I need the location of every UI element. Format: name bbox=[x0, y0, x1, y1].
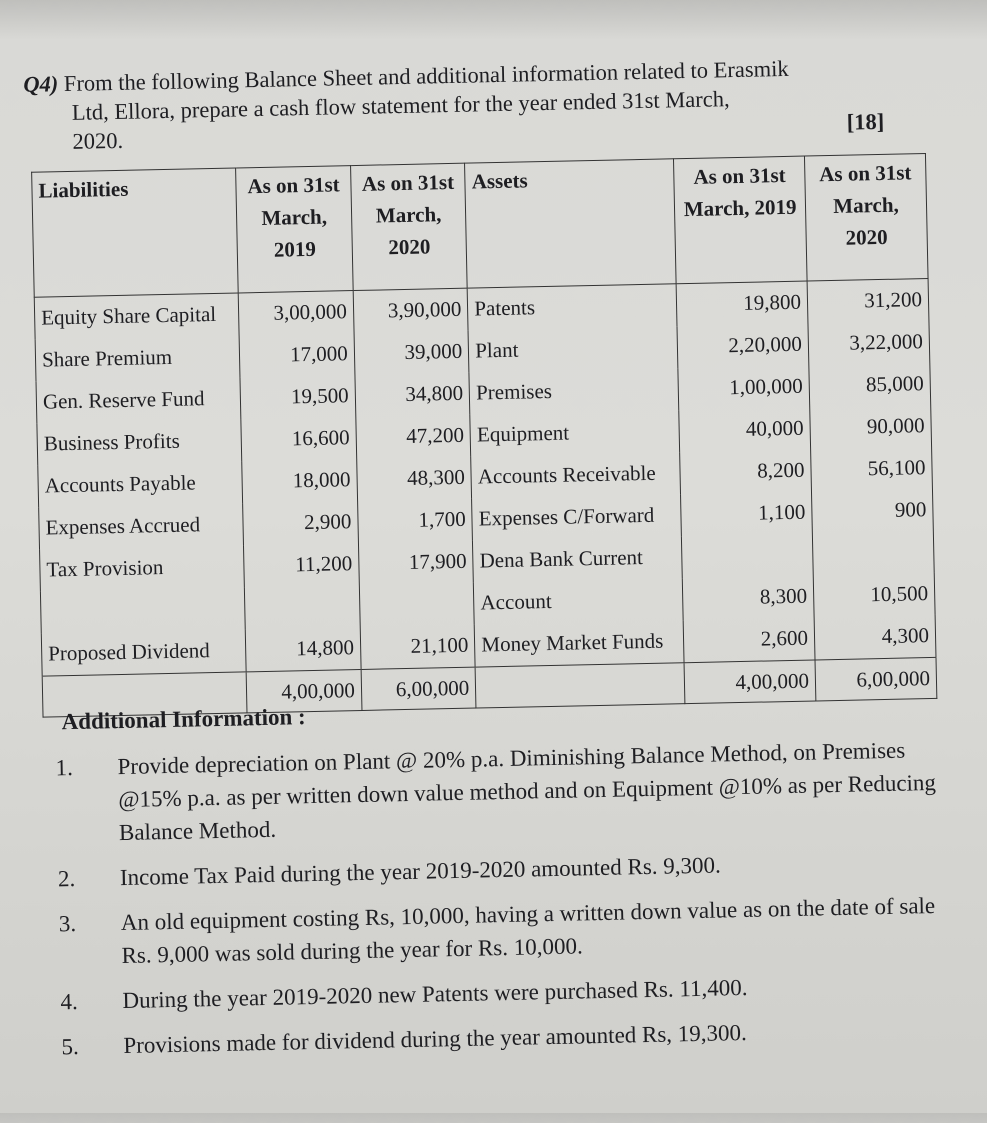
table-cell: 8,300 bbox=[682, 575, 815, 621]
table-cell: Accounts Receivable bbox=[470, 452, 681, 499]
item-text: Provisions made for dividend during the … bbox=[123, 1019, 748, 1059]
item-text: During the year 2019-2020 new Patents we… bbox=[122, 974, 748, 1014]
table-cell: 3,90,000 bbox=[352, 288, 469, 334]
column-header: As on 31st March, 2019 bbox=[235, 165, 353, 293]
total-cell: 6,00,000 bbox=[360, 667, 477, 711]
table-cell: 8,200 bbox=[679, 449, 812, 495]
table-cell: 3,22,000 bbox=[807, 320, 930, 366]
additional-info-item: 1. Provide depreciation on Plant @ 20% p.… bbox=[55, 733, 957, 851]
table-cell: Business Profits bbox=[36, 419, 243, 466]
additional-info-item: 3. An old equipment costing Rs, 10,000, h… bbox=[59, 889, 960, 974]
table-cell bbox=[681, 533, 814, 579]
table-cell: 48,300 bbox=[356, 456, 472, 502]
table-cell bbox=[244, 584, 361, 630]
table-cell: 19,500 bbox=[240, 375, 356, 420]
table-cell: 39,000 bbox=[353, 330, 470, 376]
table-cell: 1,700 bbox=[357, 498, 473, 543]
column-header: As on 31st March, 2019 bbox=[673, 156, 808, 284]
table-cell: Gen. Reserve Fund bbox=[36, 377, 242, 424]
table-cell: 14,800 bbox=[245, 626, 361, 672]
table-cell: 3,00,000 bbox=[238, 290, 354, 336]
table-cell: 2,600 bbox=[683, 617, 815, 663]
item-number: 3. bbox=[58, 910, 77, 937]
column-header: As on 31st March, 2020 bbox=[804, 153, 929, 282]
table-cell: Share Premium bbox=[35, 335, 241, 382]
item-number: 4. bbox=[60, 988, 79, 1015]
item-number: 2. bbox=[57, 866, 76, 892]
question-marks: [18] bbox=[846, 108, 885, 135]
table-cell: Patents bbox=[467, 283, 678, 331]
table-cell: Equipment bbox=[470, 410, 680, 457]
table-cell: Plant bbox=[468, 326, 679, 373]
table-cell: Premises bbox=[469, 368, 680, 415]
column-header: Assets bbox=[464, 158, 677, 289]
table-cell: 2,20,000 bbox=[677, 323, 809, 369]
additional-info-list: 1. Provide depreciation on Plant @ 20% p.… bbox=[55, 733, 962, 1076]
item-number: 5. bbox=[61, 1033, 79, 1060]
additional-info-item: 5. Provisions made for dividend during th… bbox=[61, 1011, 961, 1063]
table-cell: 900 bbox=[811, 488, 934, 534]
table-cell bbox=[359, 582, 475, 627]
total-cell: 4,00,000 bbox=[684, 659, 816, 704]
table-cell: 85,000 bbox=[808, 362, 931, 408]
table-cell: 2,900 bbox=[242, 501, 359, 546]
additional-info-heading: Additional Information : bbox=[61, 704, 306, 735]
table-cell: 18,000 bbox=[242, 459, 358, 504]
table-cell: 17,900 bbox=[358, 540, 474, 585]
balance-sheet-table: Liabilities As on 31st March, 2019 As on 3… bbox=[31, 153, 937, 718]
total-cell bbox=[475, 662, 686, 709]
table-cell: 34,800 bbox=[354, 372, 471, 418]
table-cell: Tax Provision bbox=[39, 545, 245, 592]
table-cell: Dena Bank Current bbox=[472, 536, 683, 583]
table-cell: Expenses Accrued bbox=[38, 503, 244, 550]
additional-info-item: 2. Income Tax Paid during the year 2019-2… bbox=[58, 844, 958, 896]
table-cell: 56,100 bbox=[810, 446, 933, 492]
column-header: Liabilities bbox=[31, 167, 239, 298]
table-cell: 11,200 bbox=[243, 542, 360, 588]
table-cell: 10,500 bbox=[813, 572, 936, 618]
table-cell: Expenses C/Forward bbox=[471, 494, 682, 541]
table-cell: 31,200 bbox=[807, 278, 929, 324]
table-cell: 90,000 bbox=[809, 404, 932, 450]
column-header: As on 31st March, 2020 bbox=[350, 163, 468, 291]
additional-info-item: 4. During the year 2019-2020 new Patents … bbox=[60, 966, 960, 1018]
table-cell: Account bbox=[473, 578, 684, 625]
table-cell bbox=[812, 530, 935, 576]
table-cell bbox=[40, 587, 246, 634]
table-cell: Money Market Funds bbox=[474, 620, 685, 668]
table-cell: Proposed Dividend bbox=[41, 629, 247, 677]
item-text: Provide depreciation on Plant @ 20% p.a.… bbox=[117, 737, 937, 846]
table-cell: 4,300 bbox=[814, 614, 936, 660]
table-cell: 19,800 bbox=[676, 281, 808, 327]
table-cell: Accounts Payable bbox=[37, 461, 243, 508]
table-cell: 47,200 bbox=[355, 414, 471, 460]
table-cell: 21,100 bbox=[360, 624, 476, 670]
item-text: An old equipment costing Rs, 10,000, hav… bbox=[120, 893, 936, 969]
table-cell: 17,000 bbox=[239, 333, 355, 378]
table-cell: 1,100 bbox=[680, 491, 813, 537]
table-header: Liabilities As on 31st March, 2019 As on 3… bbox=[31, 153, 929, 298]
question-number: Q4) bbox=[23, 71, 59, 97]
item-number: 1. bbox=[55, 755, 74, 781]
table-cell: Equity Share Capital bbox=[34, 292, 240, 340]
table-cell: 1,00,000 bbox=[678, 365, 810, 411]
question: Q4) From the following Balance Sheet and… bbox=[23, 52, 885, 157]
total-cell: 6,00,000 bbox=[814, 657, 937, 701]
table-cell: 40,000 bbox=[679, 407, 811, 453]
item-text: Income Tax Paid during the year 2019-202… bbox=[119, 852, 722, 891]
table-cell: 16,600 bbox=[241, 417, 357, 462]
